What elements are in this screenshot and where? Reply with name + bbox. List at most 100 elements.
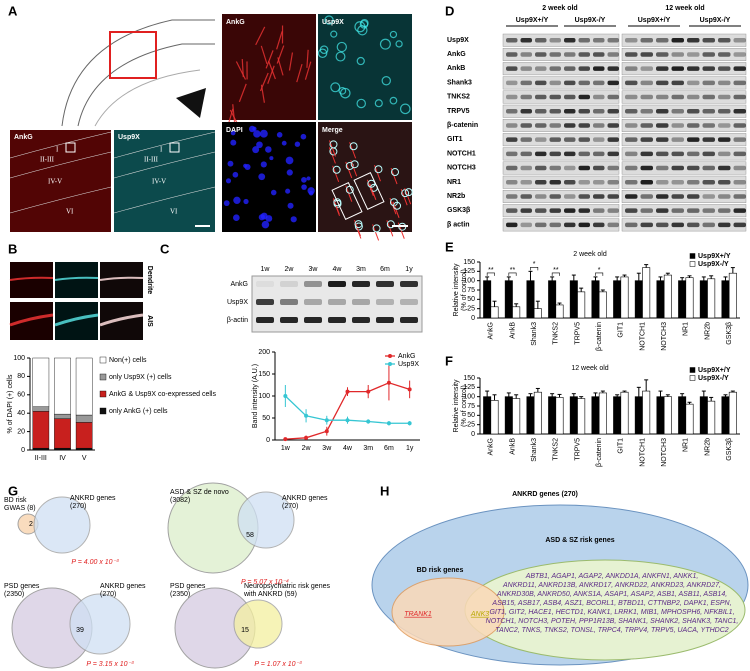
blot-band xyxy=(625,151,638,157)
y-tick-label: 150 xyxy=(463,375,475,382)
layer-line xyxy=(113,131,216,159)
bar xyxy=(548,280,557,319)
x-tick-label: AnkB xyxy=(509,438,516,455)
blot-band xyxy=(718,94,731,100)
blot-band xyxy=(607,180,619,185)
micro-feature xyxy=(230,139,237,146)
legend-label: Usp9X xyxy=(398,361,419,368)
venn-label: (270) xyxy=(70,503,86,510)
blot-band xyxy=(400,299,418,305)
legend-swatch xyxy=(99,356,107,364)
micrograph xyxy=(10,130,111,232)
blot-band xyxy=(506,194,518,199)
venn-overlap: 58 xyxy=(246,532,254,539)
blot-band xyxy=(578,222,590,228)
micro-feature xyxy=(336,41,347,53)
blot-band xyxy=(549,180,561,185)
roi-box xyxy=(109,31,157,79)
blot-band xyxy=(520,52,532,57)
bar xyxy=(569,280,578,319)
significance: * xyxy=(533,261,536,268)
blot-band xyxy=(593,180,605,185)
set-label: BD risk genes xyxy=(417,567,464,574)
legend-swatch xyxy=(689,253,696,259)
legend-swatch xyxy=(689,375,696,381)
y-tick-label: 100 xyxy=(463,278,475,285)
blot-band xyxy=(733,194,746,199)
point xyxy=(366,389,371,394)
blot-band xyxy=(535,94,547,100)
x-tick-label: 1y xyxy=(406,445,414,452)
micro-feature xyxy=(233,214,240,222)
y-axis-label: Band intensity (A.U.) xyxy=(252,364,259,428)
point xyxy=(324,429,329,434)
micro-feature xyxy=(391,168,400,177)
x-tick-label: Shank3 xyxy=(531,438,538,462)
blot-band xyxy=(687,222,700,228)
genotype-label: Usp9X+/Y xyxy=(638,17,671,24)
blot-band xyxy=(506,222,518,228)
blot-band xyxy=(564,137,576,142)
bar xyxy=(642,390,651,435)
lane-label: 1y xyxy=(405,266,413,273)
legend-swatch xyxy=(99,407,107,415)
blot-band xyxy=(593,38,605,43)
venn-label: (3082) xyxy=(170,497,190,504)
lane-label: 3m xyxy=(356,266,366,273)
row-label: β-actin xyxy=(227,317,248,324)
layer-label: IV-V xyxy=(152,178,166,186)
blot-band xyxy=(640,194,653,199)
row-label: Usp9X xyxy=(447,37,469,44)
blot-band xyxy=(376,317,394,323)
x-tick-label: GIT1 xyxy=(618,438,625,454)
blot-band xyxy=(733,222,746,228)
micro-feature xyxy=(356,56,365,66)
blot-band xyxy=(625,123,638,128)
point xyxy=(283,437,288,442)
x-tick-label: β-catenin xyxy=(596,438,603,467)
x-tick-label: NOTCH3 xyxy=(661,438,668,467)
venn-set xyxy=(69,593,131,655)
micro-feature xyxy=(350,160,359,169)
layer-line xyxy=(9,186,112,214)
venn-label: (270) xyxy=(100,591,116,598)
micro-feature xyxy=(374,165,383,174)
venn-overlap: 39 xyxy=(76,627,84,634)
bar-segment xyxy=(75,414,93,423)
blot-band xyxy=(564,94,576,100)
blot-band xyxy=(593,94,605,100)
blot-band xyxy=(607,66,619,71)
venn-label: (270) xyxy=(282,503,298,510)
y-axis-label: (% of control) xyxy=(461,385,468,427)
blot-band xyxy=(520,80,532,86)
blot-band xyxy=(625,194,638,199)
layer-label: II-III xyxy=(144,156,159,164)
blot xyxy=(502,33,620,47)
blot-band xyxy=(607,137,619,142)
blot-band xyxy=(640,222,653,228)
blot-band xyxy=(733,52,746,57)
y-tick-label: 0 xyxy=(471,431,475,438)
blot-band xyxy=(506,123,518,128)
x-tick-label: GIT1 xyxy=(618,322,625,338)
blot-band xyxy=(687,180,700,185)
blot xyxy=(502,161,620,175)
blot-band xyxy=(687,194,700,199)
blot-band xyxy=(718,123,731,128)
micro-feature xyxy=(294,141,301,147)
blot-band xyxy=(280,281,298,287)
blot-band xyxy=(702,137,715,142)
blot-band xyxy=(607,52,619,57)
age-label: 2 week old xyxy=(542,5,577,12)
micro-feature xyxy=(276,31,283,50)
micro-feature xyxy=(232,104,236,123)
blot-band xyxy=(578,123,590,128)
y-axis-label: % of DAPI (+) cells xyxy=(7,374,14,433)
blot-band xyxy=(593,137,605,142)
image-title: AnkG xyxy=(14,134,33,141)
blot-band xyxy=(564,80,576,86)
blot-band xyxy=(687,80,700,86)
blot-band xyxy=(702,151,715,157)
blot-band xyxy=(520,151,532,157)
y-tick-label: 125 xyxy=(463,268,475,275)
